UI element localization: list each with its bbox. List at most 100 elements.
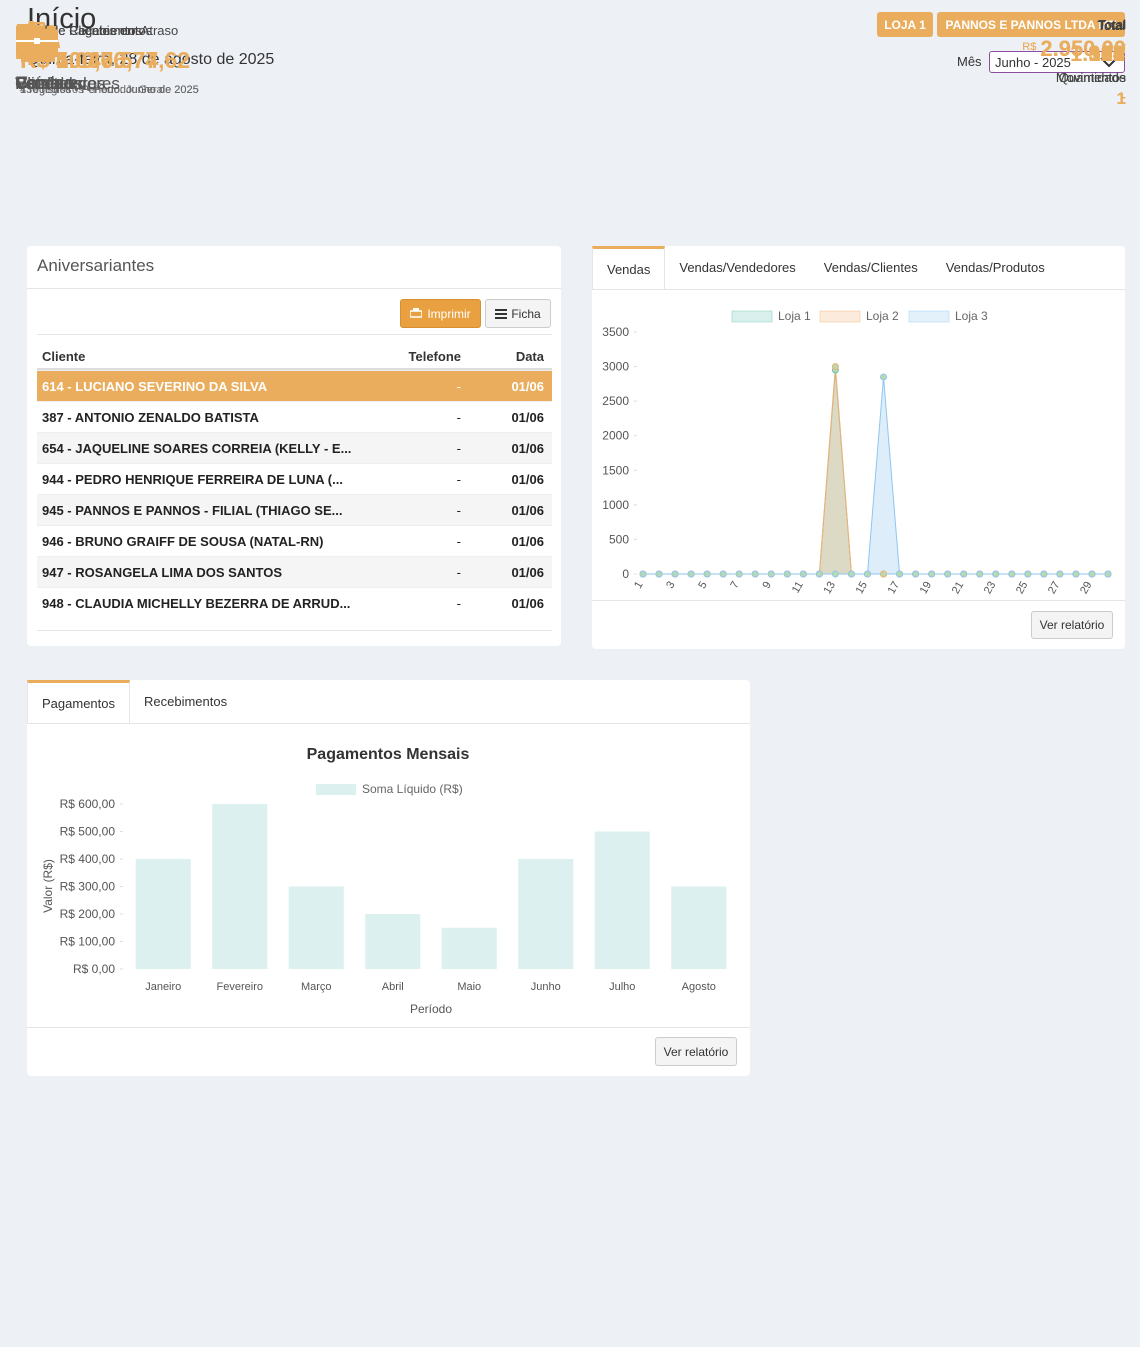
table-row[interactable]: 947 - ROSANGELA LIMA DOS SANTOS - 01/06 xyxy=(37,556,552,587)
table-cell: - xyxy=(456,565,461,580)
count-value: 24 xyxy=(1100,41,1125,66)
count-title: Clientes xyxy=(15,74,77,93)
list-icon xyxy=(495,308,508,319)
card-value-row: 1 xyxy=(1117,89,1126,109)
x-tick-label: 19 xyxy=(918,580,935,597)
total-note: 1 registros • Período: Junho de 2025 xyxy=(20,84,199,96)
data-point xyxy=(815,570,823,578)
report-button[interactable]: Ver relatório xyxy=(1031,611,1113,639)
y-axis-title: Valor (R$) xyxy=(41,859,55,913)
x-tick-label: Abril xyxy=(382,981,404,993)
x-tick-label: Maio xyxy=(457,981,481,993)
currency: R$ xyxy=(1022,41,1037,53)
bar xyxy=(441,927,497,969)
table-row[interactable]: 654 - JAQUELINE SOARES CORREIA (KELLY - … xyxy=(37,432,552,463)
date: Quinta-feira, 28 de agosto de 2025 xyxy=(27,51,275,68)
data-point xyxy=(1008,570,1016,578)
data-point xyxy=(976,570,984,578)
x-tick-label: 23 xyxy=(982,580,999,597)
legend-label: Loja 2 xyxy=(866,309,899,323)
card-title: Caixa xyxy=(16,73,60,92)
data-point xyxy=(896,570,904,578)
count-title: Produtos xyxy=(15,74,84,93)
tab[interactable]: Vendas/Vendedores xyxy=(679,260,796,275)
card-label: Total xyxy=(1098,17,1126,32)
count-value: 17 xyxy=(1100,41,1125,66)
x-tick-label: 15 xyxy=(854,580,871,597)
count-label: Total xyxy=(1097,18,1125,33)
tab[interactable]: Recebimentos xyxy=(144,694,228,709)
data-point xyxy=(655,570,663,578)
card-value: - xyxy=(1121,89,1126,104)
tab[interactable]: Vendas/Clientes xyxy=(823,260,918,275)
table-row[interactable]: 948 - CLAUDIA MICHELLY BEZERRA DE ARRUD.… xyxy=(37,587,552,618)
card-label: Movimentos xyxy=(1055,70,1126,85)
table-cell: 01/06 xyxy=(511,410,544,425)
card-value-row: - xyxy=(1122,36,1126,51)
legend-label: Loja 1 xyxy=(778,309,811,323)
tab[interactable]: Vendas xyxy=(592,246,666,289)
table-row[interactable]: 946 - BRUNO GRAIFF DE SOUSA (NATAL-RN) - 0… xyxy=(37,525,552,556)
data-point xyxy=(960,570,968,578)
payments-chart: Pagamentos Mensais Soma Líquido (R$) R$ 0,… xyxy=(41,746,727,1016)
legend-label: Loja 3 xyxy=(955,309,988,323)
card-value: 2.950,00 xyxy=(1040,36,1126,61)
legend-label: Soma Líquido (R$) xyxy=(362,782,463,796)
table-cell: 946 - BRUNO GRAIFF DE SOUSA (NATAL-RN) xyxy=(42,534,324,549)
x-tick-label: 21 xyxy=(950,580,967,597)
data-point xyxy=(783,570,791,578)
icon-shape xyxy=(34,38,40,44)
table-cell: - xyxy=(456,410,461,425)
sheet-button[interactable]: Ficha xyxy=(485,299,551,328)
icon-shape xyxy=(410,310,423,318)
legend-swatch xyxy=(316,784,356,795)
divider xyxy=(27,1027,750,1028)
tab[interactable]: Vendas/Produtos xyxy=(945,260,1045,275)
report-button[interactable]: Ver relatório xyxy=(655,1037,737,1066)
table-cell: 01/06 xyxy=(511,379,544,394)
x-tick-label: 1 xyxy=(632,580,645,591)
count-card: Usuários Total 24 xyxy=(0,18,1125,1224)
x-tick-label: 17 xyxy=(886,580,903,597)
table-cell: 01/06 xyxy=(511,472,544,487)
x-tick-label: 11 xyxy=(790,580,806,596)
divider xyxy=(592,289,1125,290)
divider xyxy=(27,723,750,724)
count-value: 1.913 xyxy=(1069,41,1125,66)
birthday-table: Cliente Telefone Data 614 - LUCIANO SEVERIN… xyxy=(37,344,552,618)
legend-swatch xyxy=(819,310,861,323)
chevron xyxy=(1100,57,1118,68)
month-select[interactable]: Junho - 2025 xyxy=(989,51,1125,73)
column-header: Cliente xyxy=(42,349,86,364)
month-label: Mês xyxy=(957,54,982,69)
sales-panel: Loja 1 Loja 2 Loja 3 0 500 1000 1500 2000 2500 30… xyxy=(592,246,1125,649)
x-tick-label: 13 xyxy=(821,580,838,597)
data-point xyxy=(928,570,936,578)
table-cell: - xyxy=(456,379,461,394)
y-tick-label: 2000 xyxy=(602,429,629,443)
table-row[interactable]: 945 - PANNOS E PANNOS - FILIAL (THIAGO S… xyxy=(37,494,552,525)
table-row[interactable]: 387 - ANTONIO ZENALDO BATISTA - 01/06 xyxy=(37,401,552,432)
y-tick-label: R$ 600,00 xyxy=(60,797,116,811)
table-row[interactable]: 944 - PEDRO HENRIQUE FERREIRA DE LUNA (.… xyxy=(37,463,552,494)
print-button[interactable]: Imprimir xyxy=(400,299,481,328)
tab[interactable]: Pagamentos xyxy=(27,680,130,723)
y-tick-label: R$ 100,00 xyxy=(60,935,116,949)
data-point xyxy=(1088,570,1096,578)
payments-panel: Pagamentos Mensais Soma Líquido (R$) R$ 0,… xyxy=(27,680,750,1076)
summary-card: Vendas Total R$ 2.950,00 Quantidade 1 xyxy=(0,17,1126,244)
card-value: 2.950,00 xyxy=(1040,36,1126,61)
divider xyxy=(37,630,552,631)
panel-title: Aniversariantes xyxy=(37,256,155,275)
table-row[interactable]: 614 - LUCIANO SEVERINO DA SILVA - 01/06 xyxy=(37,370,552,401)
count-title: Usuários xyxy=(15,74,83,93)
card-value-row: 1 xyxy=(1117,89,1126,109)
table-cell: 945 - PANNOS E PANNOS - FILIAL (THIAGO S… xyxy=(42,503,343,518)
count-title: Vendedores xyxy=(15,74,106,93)
bar xyxy=(671,886,727,969)
total-title: Total de Clientes em Atraso xyxy=(20,23,179,38)
table-cell: 948 - CLAUDIA MICHELLY BEZERRA DE ARRUD.… xyxy=(42,596,351,611)
data-point xyxy=(1072,570,1080,578)
x-tick-label: 29 xyxy=(1078,580,1095,597)
y-tick-label: 0 xyxy=(622,567,629,581)
